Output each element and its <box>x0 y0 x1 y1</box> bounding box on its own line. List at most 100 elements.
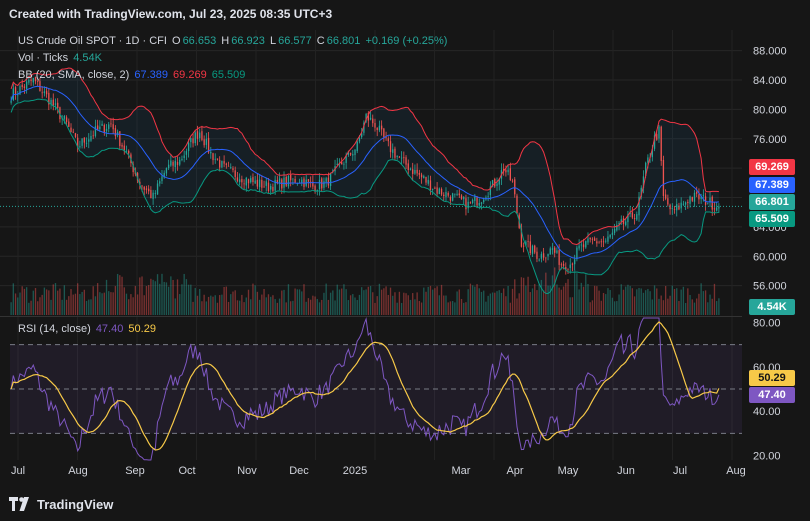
candle-body <box>458 193 460 196</box>
candle-body <box>631 212 634 218</box>
rsi-ma-value: 50.29 <box>128 323 156 335</box>
volume-bar <box>673 288 676 315</box>
bb-fill-area <box>11 68 719 294</box>
candle-body <box>429 180 432 191</box>
candle-body <box>250 178 252 183</box>
volume-bar <box>474 286 476 315</box>
candle-body <box>640 187 642 198</box>
candle-body <box>278 178 281 184</box>
volume-bar <box>37 301 39 315</box>
volume-bar <box>589 302 591 315</box>
volume-bar <box>201 301 203 315</box>
price-chart[interactable]: 88.00084.00080.00076.00072.00068.00064.0… <box>0 26 810 493</box>
candle-body <box>551 248 554 250</box>
volume-bar <box>580 282 582 315</box>
volume-bar <box>219 295 221 315</box>
volume-bar <box>172 279 174 315</box>
candle-body <box>463 197 465 200</box>
candle-body <box>702 194 705 196</box>
volume-bar <box>48 290 50 315</box>
candle-body <box>96 125 99 130</box>
candle-body <box>194 132 196 144</box>
candle-body <box>90 135 92 141</box>
candle-body <box>88 139 90 142</box>
ohlc-legend: US Crude Oil SPOT · 1D · CFI O 66.653 H 66… <box>18 35 449 47</box>
volume-bar <box>68 296 70 315</box>
candle-body <box>565 267 567 270</box>
volume-bar <box>134 285 137 315</box>
volume-bar <box>507 285 509 315</box>
candle-body <box>423 176 425 179</box>
candle-body <box>285 176 287 186</box>
tradingview-logo[interactable]: TradingView <box>9 493 113 515</box>
volume-bar <box>516 298 518 315</box>
volume-bar <box>616 301 618 315</box>
volume-bar <box>613 301 616 315</box>
volume-bar <box>361 287 363 315</box>
candle-body <box>203 139 205 146</box>
bb-mid-line <box>10 85 719 259</box>
candle-body <box>718 206 720 209</box>
volume-bar <box>667 298 669 315</box>
volume-bar <box>611 297 614 315</box>
volume-bar <box>465 302 467 315</box>
volume-bar <box>536 290 538 315</box>
candle-body <box>520 228 523 247</box>
volume-bar <box>540 279 543 315</box>
candle-body <box>387 138 389 142</box>
candle-body <box>689 196 691 204</box>
volume-bar <box>130 294 132 315</box>
volume-bar <box>90 299 92 315</box>
volume-bar <box>509 302 511 315</box>
candle-body <box>110 123 112 125</box>
volume-bar <box>141 276 143 315</box>
volume-bar <box>469 283 472 315</box>
volume-bar <box>96 283 99 315</box>
volume-bar <box>716 301 718 315</box>
candle-body <box>30 79 32 82</box>
candle-body <box>32 77 34 83</box>
volume-bar <box>341 288 343 315</box>
candle-body <box>183 155 185 158</box>
bb-upper-value: 69.269 <box>173 69 207 81</box>
volume-bar <box>281 290 283 315</box>
volume-bar <box>307 298 310 315</box>
candle-body <box>114 128 117 137</box>
low-label: L <box>269 35 277 47</box>
volume-bar <box>152 279 154 315</box>
candle-body <box>474 196 476 201</box>
volume-bar <box>547 285 549 315</box>
volume-bar <box>485 301 487 315</box>
candle-body <box>148 188 150 192</box>
candle-body <box>201 131 203 140</box>
candle-body <box>447 192 449 196</box>
volume-bar <box>349 295 352 315</box>
candle-body <box>587 238 589 243</box>
candle-body <box>159 181 161 184</box>
candle-body <box>167 164 170 169</box>
volume-bar <box>81 291 83 315</box>
volume-bar <box>660 295 662 315</box>
candle-body <box>545 257 547 259</box>
volume-bar <box>498 290 500 315</box>
candle-body <box>651 149 653 158</box>
volume-bar <box>653 285 656 315</box>
volume-bar <box>711 298 713 315</box>
volume-bar <box>305 301 307 315</box>
volume-bar <box>301 291 303 315</box>
volume-bar <box>94 296 97 315</box>
bb-upper-line <box>10 67 719 246</box>
candle-body <box>542 253 545 258</box>
volume-bar <box>263 288 265 315</box>
volume-bar <box>403 292 405 315</box>
candle-body <box>263 186 265 188</box>
candle-body <box>380 125 383 130</box>
time-tick-label: Nov <box>237 465 257 477</box>
candle-body <box>101 123 103 126</box>
time-tick-label: May <box>558 465 579 477</box>
volume-bar <box>596 286 598 315</box>
volume-bar <box>321 299 323 315</box>
candle-body <box>469 202 472 204</box>
volume-bar <box>680 289 682 315</box>
candle-body <box>616 224 618 231</box>
